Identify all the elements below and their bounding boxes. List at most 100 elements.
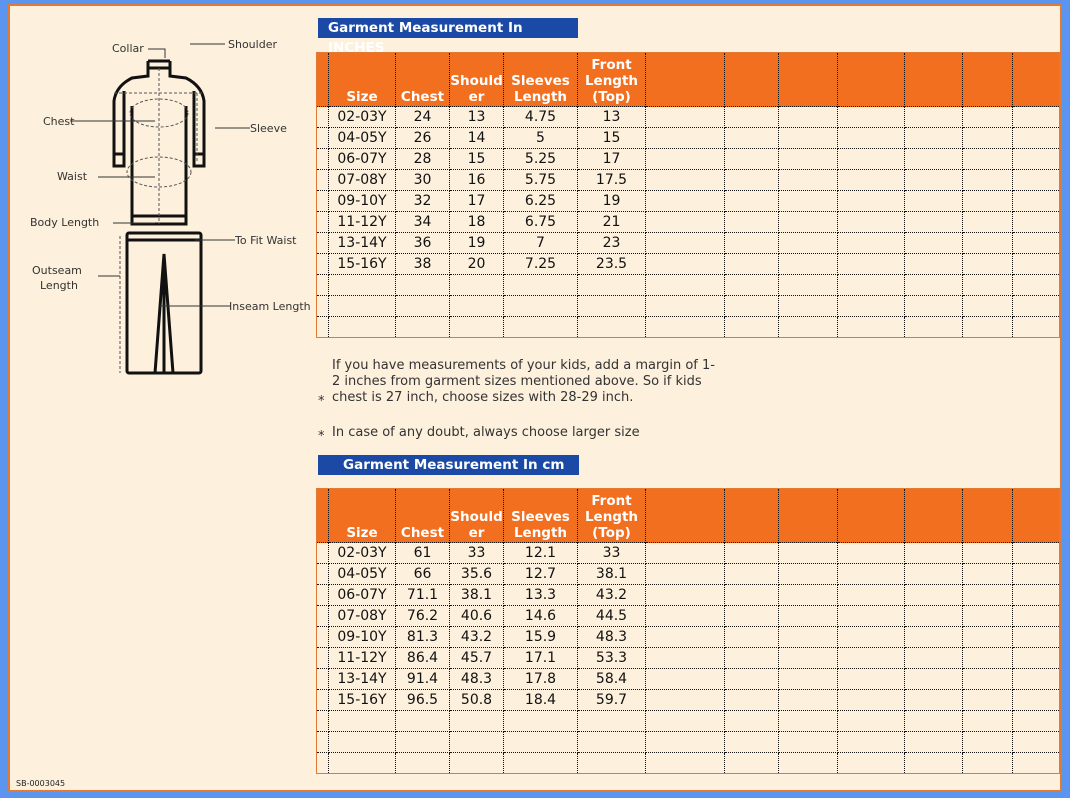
table-cell: 11-12Y — [328, 647, 396, 669]
cm-title: Garment Measurement In cm — [318, 455, 579, 475]
table-cell: 58.4 — [577, 668, 646, 690]
table-cell: 12.7 — [503, 563, 578, 585]
table-cell: 38 — [395, 253, 450, 275]
table-cell: 13-14Y — [328, 668, 396, 690]
table-cell: 59.7 — [577, 689, 646, 711]
inches-title: Garment Measurement In INCHES — [318, 18, 578, 56]
table-cell: 13.3 — [503, 584, 578, 606]
table-cell: 07-08Y — [328, 169, 396, 191]
table-cell: 5.75 — [503, 169, 578, 191]
table-cell: 23 — [577, 232, 646, 254]
note-larger-size: * In case of any doubt, always choose lar… — [318, 425, 640, 444]
table-row — [316, 316, 1060, 338]
table-cell: 17.1 — [503, 647, 578, 669]
table-row — [316, 752, 1060, 774]
table-cell: 24 — [395, 106, 450, 128]
table-cell: 21 — [577, 211, 646, 233]
table-cell: 09-10Y — [328, 626, 396, 648]
label-shoulder: Shoulder — [228, 38, 277, 51]
table-cell: 09-10Y — [328, 190, 396, 212]
table-cell: 5 — [503, 127, 578, 149]
table-cell: 86.4 — [395, 647, 450, 669]
size-chart-page: Collar Shoulder Chest Sleeve Waist Body … — [8, 4, 1062, 792]
table-cell: 13-14Y — [328, 232, 396, 254]
label-outseam-length: Length — [40, 279, 78, 292]
label-outseam: Outseam — [32, 264, 82, 277]
table-row: 04-05Y 26 14 5 15 — [316, 127, 1060, 149]
table-cell: 14 — [449, 127, 504, 149]
table-row: 11-12Y 34 18 6.75 21 — [316, 211, 1060, 233]
table-cell: 26 — [395, 127, 450, 149]
label-inseam: Inseam Length — [229, 300, 310, 313]
table-cell: 35.6 — [449, 563, 504, 585]
note-margin: * If you have measurements of your kids, … — [318, 358, 715, 409]
table-cell: 18 — [449, 211, 504, 233]
table-cell: 06-07Y — [328, 148, 396, 170]
table-cell: 19 — [449, 232, 504, 254]
label-body-length: Body Length — [30, 216, 99, 229]
column-header: Should er — [449, 488, 504, 543]
label-to-fit-waist: To Fit Waist — [234, 234, 297, 247]
table-cell: 14.6 — [503, 605, 578, 627]
column-header: Size — [328, 52, 396, 107]
table-row: 02-03Y 61 33 12.1 33 — [316, 542, 1060, 564]
label-sleeve: Sleeve — [250, 122, 287, 135]
table-cell: 13 — [577, 106, 646, 128]
table-row: 15-16Y 38 20 7.25 23.5 — [316, 253, 1060, 275]
table-row: 13-14Y 91.4 48.3 17.8 58.4 — [316, 668, 1060, 690]
table-cell: 5.25 — [503, 148, 578, 170]
table-cell: 48.3 — [449, 668, 504, 690]
table-row: 11-12Y 86.4 45.7 17.1 53.3 — [316, 647, 1060, 669]
table-cell: 20 — [449, 253, 504, 275]
table-cell: 28 — [395, 148, 450, 170]
table-cell: 6.25 — [503, 190, 578, 212]
table-cell: 66 — [395, 563, 450, 585]
table-cell: 81.3 — [395, 626, 450, 648]
column-header: Sleeves Length — [503, 488, 578, 543]
table-cell: 15-16Y — [328, 689, 396, 711]
table-cell: 76.2 — [395, 605, 450, 627]
table-cell: 19 — [577, 190, 646, 212]
table-cell: 15-16Y — [328, 253, 396, 275]
table-cell: 17 — [577, 148, 646, 170]
table-row — [316, 731, 1060, 753]
table-cell: 30 — [395, 169, 450, 191]
table-cell: 38.1 — [449, 584, 504, 606]
table-cell: 18.4 — [503, 689, 578, 711]
table-row: 06-07Y 28 15 5.25 17 — [316, 148, 1060, 170]
table-row — [316, 274, 1060, 296]
table-row — [316, 710, 1060, 732]
table-cell: 16 — [449, 169, 504, 191]
table-cell: 45.7 — [449, 647, 504, 669]
table-cell: 36 — [395, 232, 450, 254]
table-cell: 33 — [449, 542, 504, 564]
table-cell: 33 — [577, 542, 646, 564]
table-cell: 50.8 — [449, 689, 504, 711]
table-cell: 40.6 — [449, 605, 504, 627]
column-header: Size — [328, 488, 396, 543]
table-row — [316, 295, 1060, 317]
table-cell: 44.5 — [577, 605, 646, 627]
table-cell: 43.2 — [577, 584, 646, 606]
column-header: Front Length (Top) — [577, 52, 646, 107]
table-cell: 17.8 — [503, 668, 578, 690]
table-cell: 61 — [395, 542, 450, 564]
column-header: Front Length (Top) — [577, 488, 646, 543]
table-row: 09-10Y 32 17 6.25 19 — [316, 190, 1060, 212]
table-row: 07-08Y 30 16 5.75 17.5 — [316, 169, 1060, 191]
table-row: 07-08Y 76.2 40.6 14.6 44.5 — [316, 605, 1060, 627]
table-cell: 04-05Y — [328, 127, 396, 149]
column-header: Should er — [449, 52, 504, 107]
table-cell: 96.5 — [395, 689, 450, 711]
table-row: 02-03Y 24 13 4.75 13 — [316, 106, 1060, 128]
column-header: Chest — [395, 488, 450, 543]
table-cell: 7 — [503, 232, 578, 254]
kurta-pajama-diagram: Collar Shoulder Chest Sleeve Waist Body … — [30, 38, 310, 375]
table-cell: 91.4 — [395, 668, 450, 690]
table-cell: 15.9 — [503, 626, 578, 648]
label-chest: Chest — [43, 115, 75, 128]
table-cell: 32 — [395, 190, 450, 212]
cm-table: Size Chest Should er Sleeves Length Front Le… — [316, 488, 1060, 774]
table-cell: 48.3 — [577, 626, 646, 648]
table-cell: 15 — [449, 148, 504, 170]
